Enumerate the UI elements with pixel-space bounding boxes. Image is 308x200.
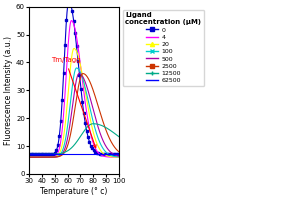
Text: Tm/Tagg: Tm/Tagg <box>51 57 96 148</box>
Legend: 0, 4, 20, 100, 500, 2500, 12500, 62500: 0, 4, 20, 100, 500, 2500, 12500, 62500 <box>123 10 204 86</box>
X-axis label: Temperature (° c): Temperature (° c) <box>40 187 107 196</box>
Y-axis label: Fluorescence Intensity (a.u.): Fluorescence Intensity (a.u.) <box>4 36 13 145</box>
